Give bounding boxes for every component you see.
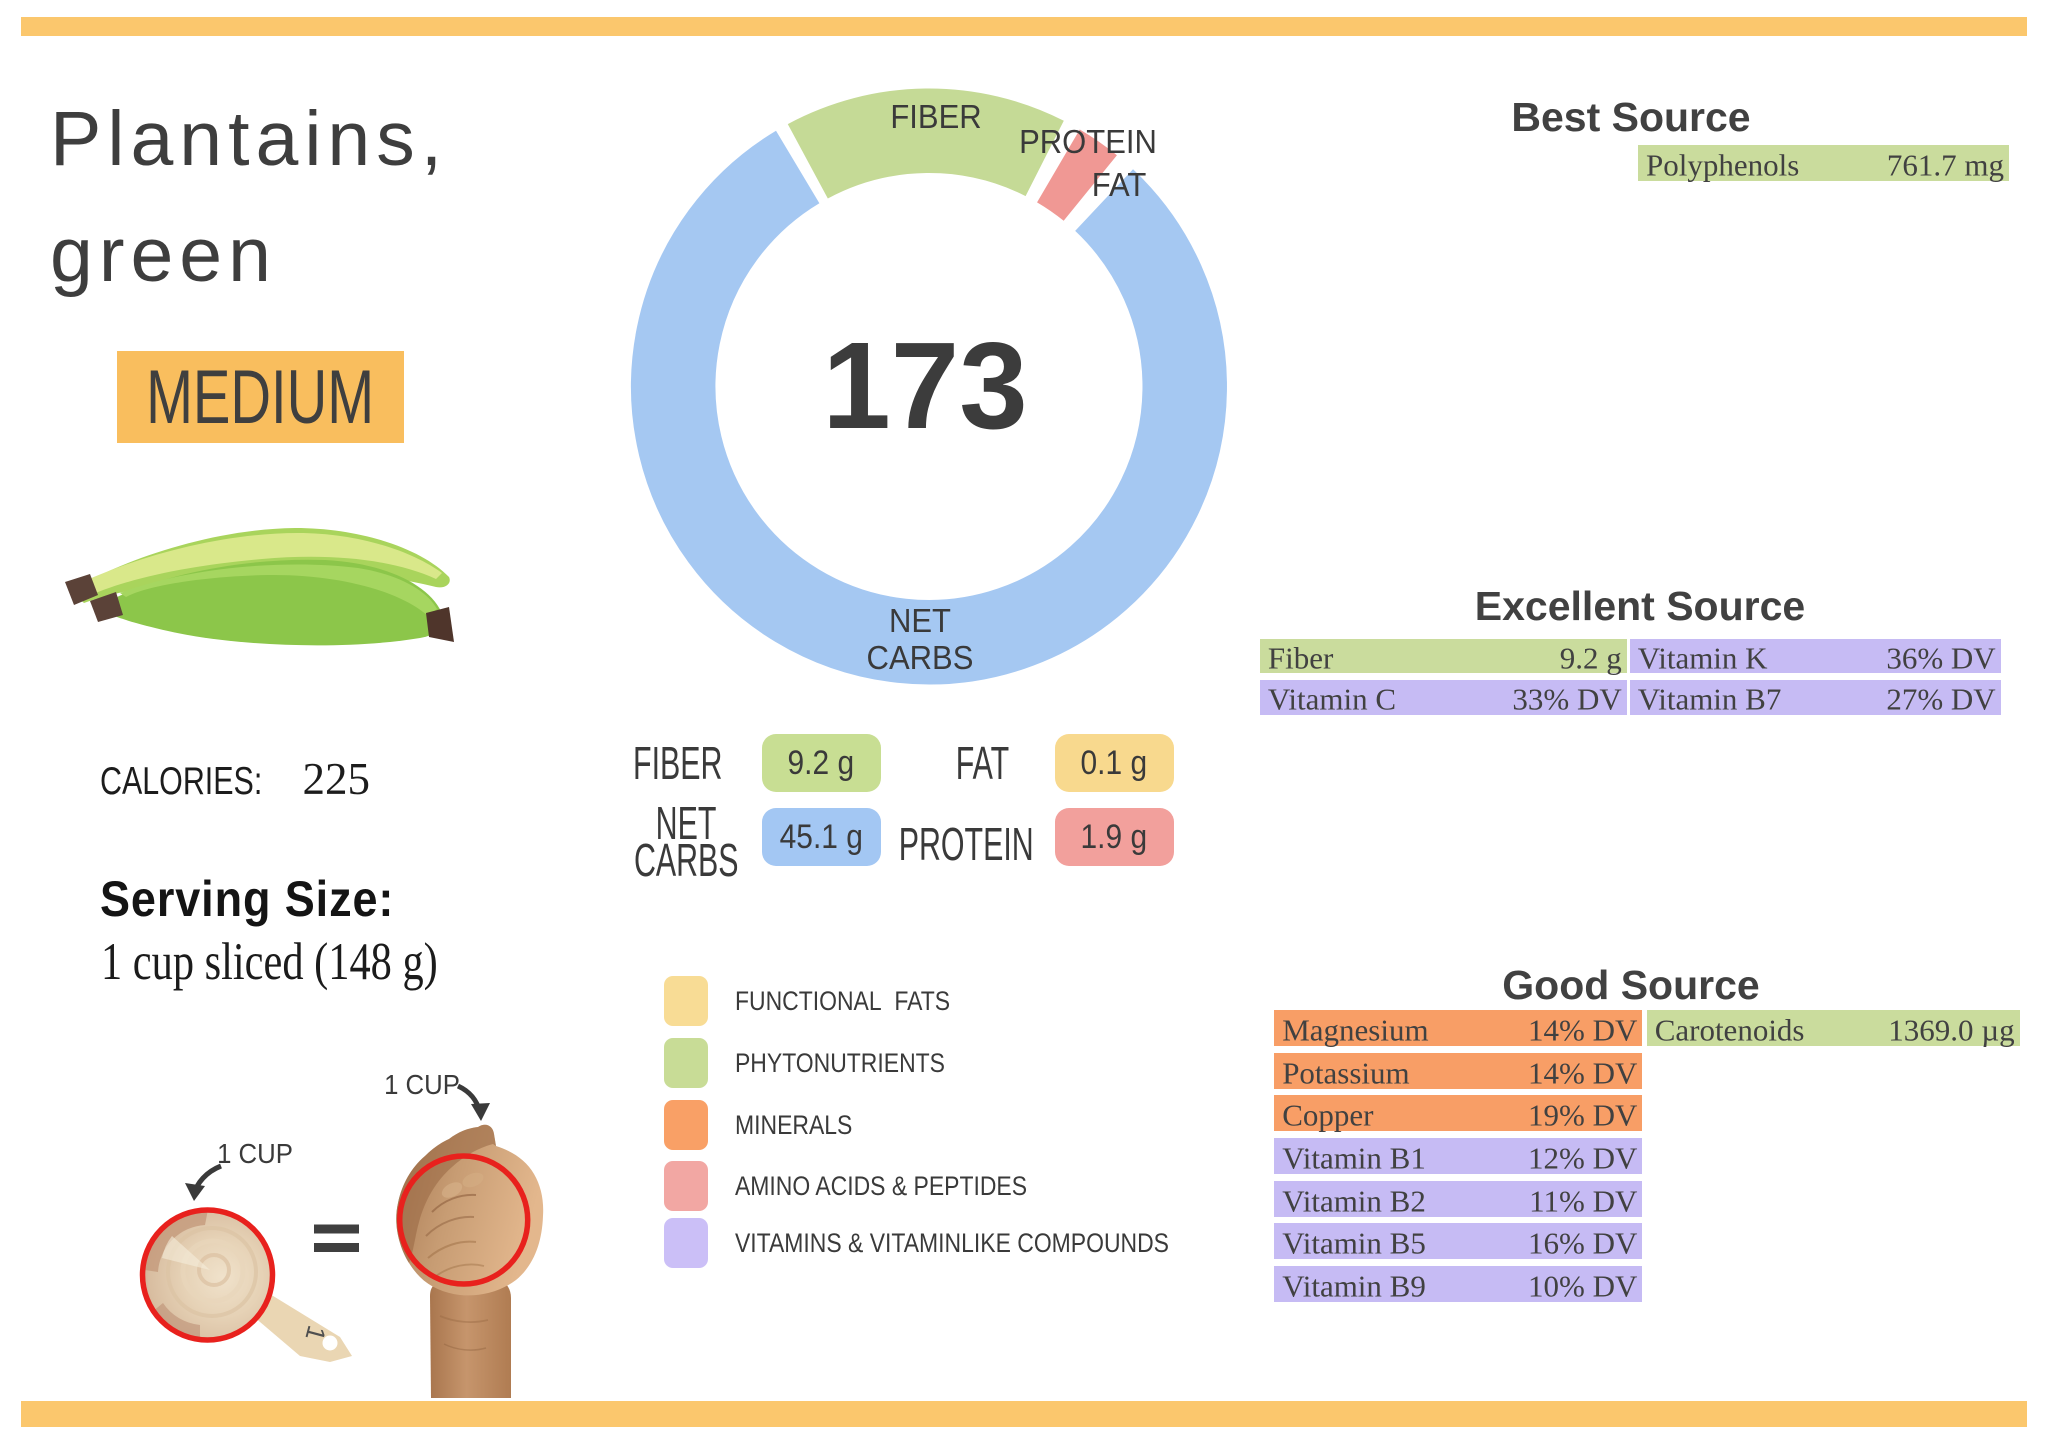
svg-text:1 CUP: 1 CUP	[217, 1138, 293, 1169]
svg-text:NET: NET	[889, 602, 951, 639]
svg-text:FIBER: FIBER	[890, 98, 981, 135]
svg-text:173: 173	[822, 318, 1027, 455]
svg-text:FAT: FAT	[1092, 166, 1147, 203]
svg-text:CARBS: CARBS	[867, 639, 974, 676]
svg-text:PROTEIN: PROTEIN	[1019, 123, 1157, 160]
svg-text:1 CUP: 1 CUP	[384, 1069, 460, 1100]
